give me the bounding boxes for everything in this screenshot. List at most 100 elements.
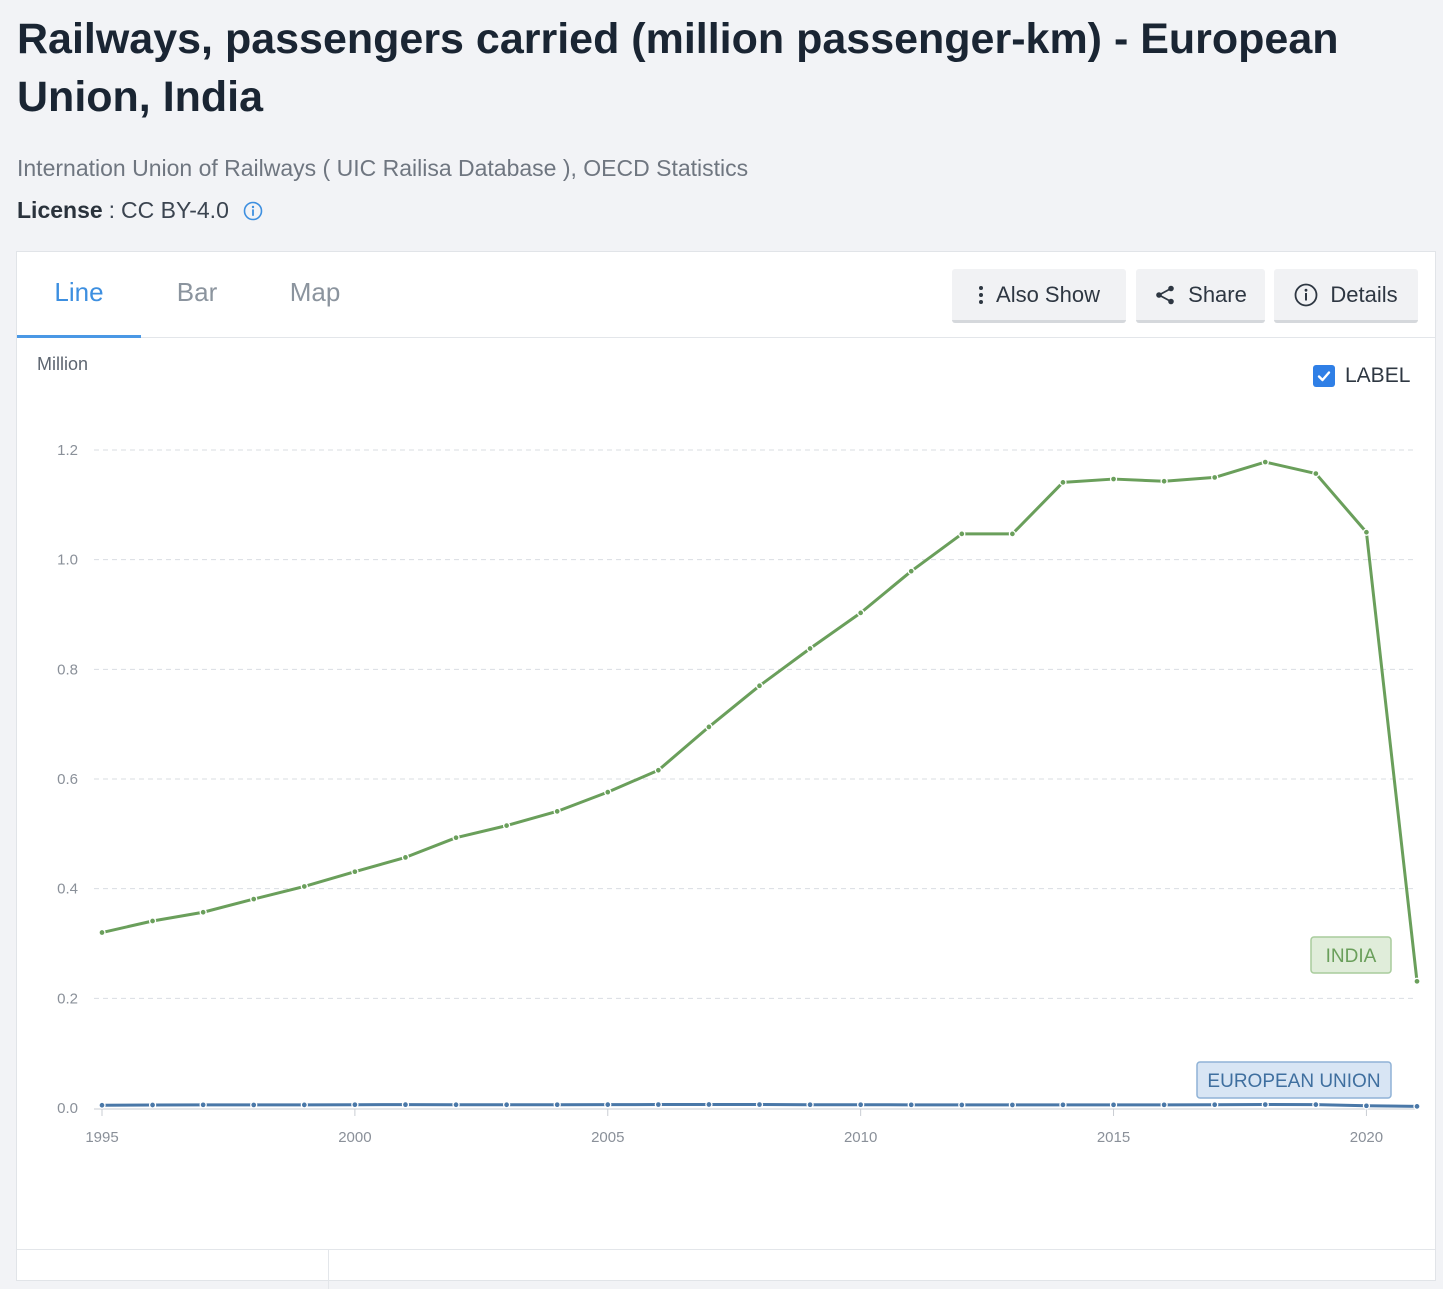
data-point-india <box>755 682 764 690</box>
details-button[interactable]: Details <box>1274 269 1418 323</box>
data-point-india <box>351 868 359 876</box>
x-tick-label: 2015 <box>1097 1129 1130 1146</box>
vertical-dots-icon <box>979 285 984 304</box>
license-separator: : <box>108 197 116 223</box>
x-tick-label: 2000 <box>338 1129 371 1146</box>
y-tick-label: 0.8 <box>57 661 78 678</box>
data-point-european-union <box>98 1101 106 1109</box>
license-line: License : CC BY-4.0 <box>17 197 263 224</box>
line-chart: 0.0 0.2 0.4 0.6 0.8 1.0 1.2 1995 2000 2005 2010 201… <box>57 442 1421 1146</box>
data-point-european-union <box>857 1101 865 1109</box>
data-point-india <box>604 788 612 796</box>
data-point-european-union <box>654 1100 662 1109</box>
info-circle-icon[interactable] <box>243 201 263 221</box>
data-point-european-union <box>553 1101 561 1109</box>
data-point-india <box>452 834 460 842</box>
x-tick-label: 2020 <box>1350 1129 1383 1146</box>
data-point-european-union <box>755 1100 764 1109</box>
data-point-india <box>553 807 561 816</box>
tab-map[interactable]: Map <box>289 277 341 307</box>
chart-card: Line Bar Map Also Show Share <box>16 251 1436 1289</box>
data-point-european-union <box>401 1101 410 1109</box>
tab-line[interactable]: Line <box>17 252 141 338</box>
series-tag-india: INDIA <box>1326 946 1377 967</box>
data-point-india <box>98 928 106 937</box>
y-tick-label: 0.0 <box>57 1100 78 1117</box>
card-footer-divider <box>17 1249 1435 1250</box>
tab-bar: Line Bar Map Also Show Share <box>17 252 1435 338</box>
data-point-india <box>1362 528 1371 536</box>
y-tick-label: 0.4 <box>57 881 78 898</box>
also-show-button[interactable]: Also Show <box>952 269 1126 323</box>
card-footer-separator <box>328 1249 329 1289</box>
series-tag-european-union: EUROPEAN UNION <box>1207 1071 1380 1092</box>
share-icon <box>1156 285 1174 304</box>
data-point-india <box>857 609 865 617</box>
data-point-india <box>654 766 662 774</box>
data-point-european-union <box>806 1101 814 1109</box>
data-point-india <box>401 853 410 862</box>
data-point-european-union <box>199 1101 207 1109</box>
data-point-european-union <box>1059 1101 1067 1109</box>
series-tag-box-european-union <box>1196 1061 1392 1099</box>
x-tick-label: 2005 <box>591 1129 624 1146</box>
source-text: Internation Union of Railways ( UIC Rail… <box>17 155 749 181</box>
data-point-india <box>1109 475 1118 483</box>
data-point-india <box>148 917 157 925</box>
series-tag-box-india <box>1310 936 1392 974</box>
label-toggle-text: LABEL <box>1345 364 1411 387</box>
also-show-label: Also Show <box>996 281 1100 307</box>
data-point-india <box>907 567 915 575</box>
y-tick-label: 1.2 <box>57 442 78 459</box>
data-point-india <box>1059 478 1067 487</box>
data-point-india <box>705 723 713 731</box>
x-tick-label: 1995 <box>85 1129 118 1146</box>
data-point-european-union <box>148 1101 157 1109</box>
data-point-european-union <box>705 1100 713 1109</box>
data-point-european-union <box>502 1101 511 1109</box>
data-point-india <box>1211 473 1219 482</box>
details-label: Details <box>1330 281 1398 307</box>
data-point-india <box>1008 530 1017 538</box>
checkmark-icon[interactable] <box>1313 365 1335 387</box>
data-point-india <box>300 882 308 891</box>
y-tick-label: 0.2 <box>57 990 78 1007</box>
y-axis-unit-label: Million <box>37 354 89 374</box>
data-point-india <box>1413 977 1421 985</box>
data-point-india <box>250 895 258 903</box>
share-label: Share <box>1188 281 1247 307</box>
data-point-european-union <box>1312 1100 1320 1109</box>
data-point-european-union <box>1211 1101 1219 1109</box>
license-key: License <box>17 197 103 223</box>
tab-bar-chart[interactable]: Bar <box>176 277 218 307</box>
page-title: Railways, passengers carried (million pa… <box>17 15 1339 121</box>
data-point-india <box>502 821 511 830</box>
label-toggle[interactable]: LABEL <box>1313 364 1410 388</box>
data-point-india <box>958 530 966 538</box>
data-point-european-union <box>351 1101 359 1109</box>
license-value: CC BY-4.0 <box>121 197 229 223</box>
series-line-india <box>101 460 1419 982</box>
data-point-european-union <box>300 1101 308 1109</box>
data-point-european-union <box>1362 1102 1371 1110</box>
data-point-european-union <box>907 1101 915 1109</box>
data-point-european-union <box>1160 1101 1168 1109</box>
data-point-european-union <box>958 1101 966 1109</box>
y-tick-label: 1.0 <box>57 552 78 569</box>
data-point-european-union <box>1109 1101 1118 1109</box>
data-point-european-union <box>1261 1100 1269 1109</box>
x-tick-label: 2010 <box>844 1129 877 1146</box>
data-point-european-union <box>452 1101 460 1109</box>
data-point-european-union <box>604 1100 612 1109</box>
y-tick-label: 0.6 <box>57 771 78 788</box>
data-point-india <box>1261 458 1269 466</box>
share-button[interactable]: Share <box>1136 269 1265 323</box>
data-point-india <box>806 644 814 653</box>
data-point-india <box>1160 477 1168 485</box>
data-point-european-union <box>1413 1102 1421 1111</box>
data-point-european-union <box>250 1101 258 1109</box>
data-point-european-union <box>1008 1101 1017 1109</box>
info-circle-icon <box>1294 283 1318 306</box>
data-point-india <box>199 908 207 916</box>
data-point-india <box>1312 469 1320 478</box>
